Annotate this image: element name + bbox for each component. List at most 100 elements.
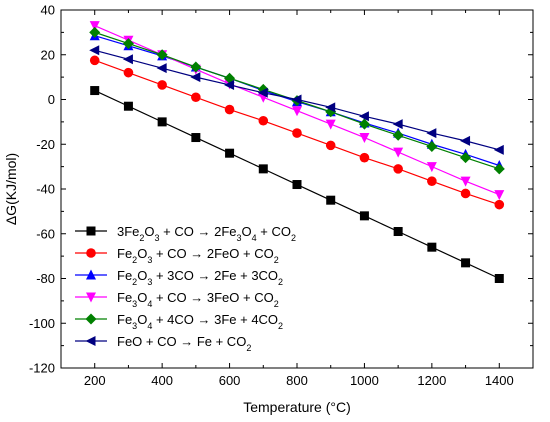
data-point [291,94,302,105]
data-point [190,72,201,83]
y-tick-label: 0 [48,92,55,107]
legend-item: FeO + CO → Fe + CO2 [75,334,251,353]
data-point [122,38,134,50]
legend-marker [86,226,96,236]
data-point [460,188,471,199]
y-tick-label: -120 [29,361,55,376]
y-tick-label: 40 [41,3,55,18]
data-point [191,92,201,103]
data-point [156,49,168,61]
x-tick-label: 600 [219,373,241,388]
legend-label: Fe2O3 + 3CO → 2Fe + 3CO2 [117,268,283,287]
y-tick-label: -40 [36,182,55,197]
data-point [89,26,101,38]
series-layer [89,21,505,283]
data-point [89,45,100,56]
data-point [90,86,100,96]
data-point [426,140,438,152]
y-tick-label: 20 [41,47,55,62]
data-point [122,54,133,65]
data-point [427,176,437,186]
data-point [190,61,202,73]
legend-item: Fe2O3 + CO → 2FeO + CO2 [75,246,279,265]
legend-item: Fe3O4 + 4CO → 3Fe + 4CO2 [75,312,283,331]
data-point [257,87,268,98]
x-tick-label: 400 [151,373,173,388]
data-point [224,79,235,90]
data-point [358,118,370,130]
data-point [224,104,235,115]
legend-marker [86,269,96,280]
data-point [325,102,336,113]
series-2 [89,55,505,210]
legend-marker [85,313,97,325]
axis-ticks: 200 400 600 800 1000 1200 1400-120-100-80-60-4… [29,3,534,388]
data-point [494,199,505,210]
legend-item: 3Fe2O3 + CO → 2Fe3O4 + CO2 [75,224,296,243]
data-point [157,117,167,127]
legend-item: Fe2O3 + 3CO → 2Fe + 3CO2 [75,268,283,287]
data-point [426,128,437,139]
data-point [392,119,403,130]
data-point [493,144,504,155]
data-point [157,80,167,90]
x-tick-label: 800 [286,373,308,388]
series-6 [89,45,504,155]
series-4 [89,21,505,201]
data-point [191,133,201,143]
data-point [325,140,336,151]
data-point [258,115,269,126]
legend: 3Fe2O3 + CO → 2Fe3O4 + CO2 Fe2O3 + CO → 2… [75,224,296,353]
data-point [460,152,472,164]
data-point [89,21,100,32]
x-tick-label: 1000 [350,373,379,388]
data-point [460,176,471,187]
legend-label: Fe3O4 + 4CO → 3Fe + 4CO2 [117,312,283,331]
data-point [427,242,437,252]
x-tick-label: 1200 [417,373,446,388]
data-point [494,190,505,201]
data-point [393,227,403,237]
data-point [359,133,370,144]
data-point [258,164,268,174]
y-tick-label: -80 [36,271,55,286]
data-point [359,211,369,221]
legend-marker [86,248,96,258]
data-point [426,162,437,173]
data-point [393,164,403,174]
data-point [156,63,167,74]
data-point [123,67,134,78]
data-point [494,274,504,283]
y-axis-label: ΔG(KJ/mol) [3,153,19,225]
legend-marker [85,336,96,346]
data-point [359,152,370,163]
data-point [460,135,471,146]
data-point [392,129,404,141]
legend-item: Fe3O4 + CO → 3FeO + CO2 [75,290,279,309]
data-point [292,128,302,138]
legend-label: Fe3O4 + CO → 3FeO + CO2 [117,290,279,309]
data-point [358,111,369,122]
legend-label: 3Fe2O3 + CO → 2Fe3O4 + CO2 [117,224,296,243]
y-tick-label: -60 [36,226,55,241]
data-point [123,101,133,111]
y-tick-label: -20 [36,137,55,152]
data-point [292,180,302,190]
data-point [89,55,100,66]
series-1 [90,86,504,283]
data-point [493,163,505,175]
data-point [292,106,302,117]
x-tick-label: 200 [84,373,106,388]
y-tick-label: -100 [29,316,55,331]
legend-label: FeO + CO → Fe + CO2 [117,334,251,353]
x-tick-label: 1400 [485,373,514,388]
legend-marker [86,292,96,303]
legend-label: Fe2O3 + CO → 2FeO + CO2 [117,246,279,265]
data-point [325,119,336,130]
data-point [225,148,235,158]
data-point [393,147,404,158]
data-point [326,195,336,205]
x-axis-label: Temperature (°C) [243,399,351,415]
data-point [461,258,471,268]
